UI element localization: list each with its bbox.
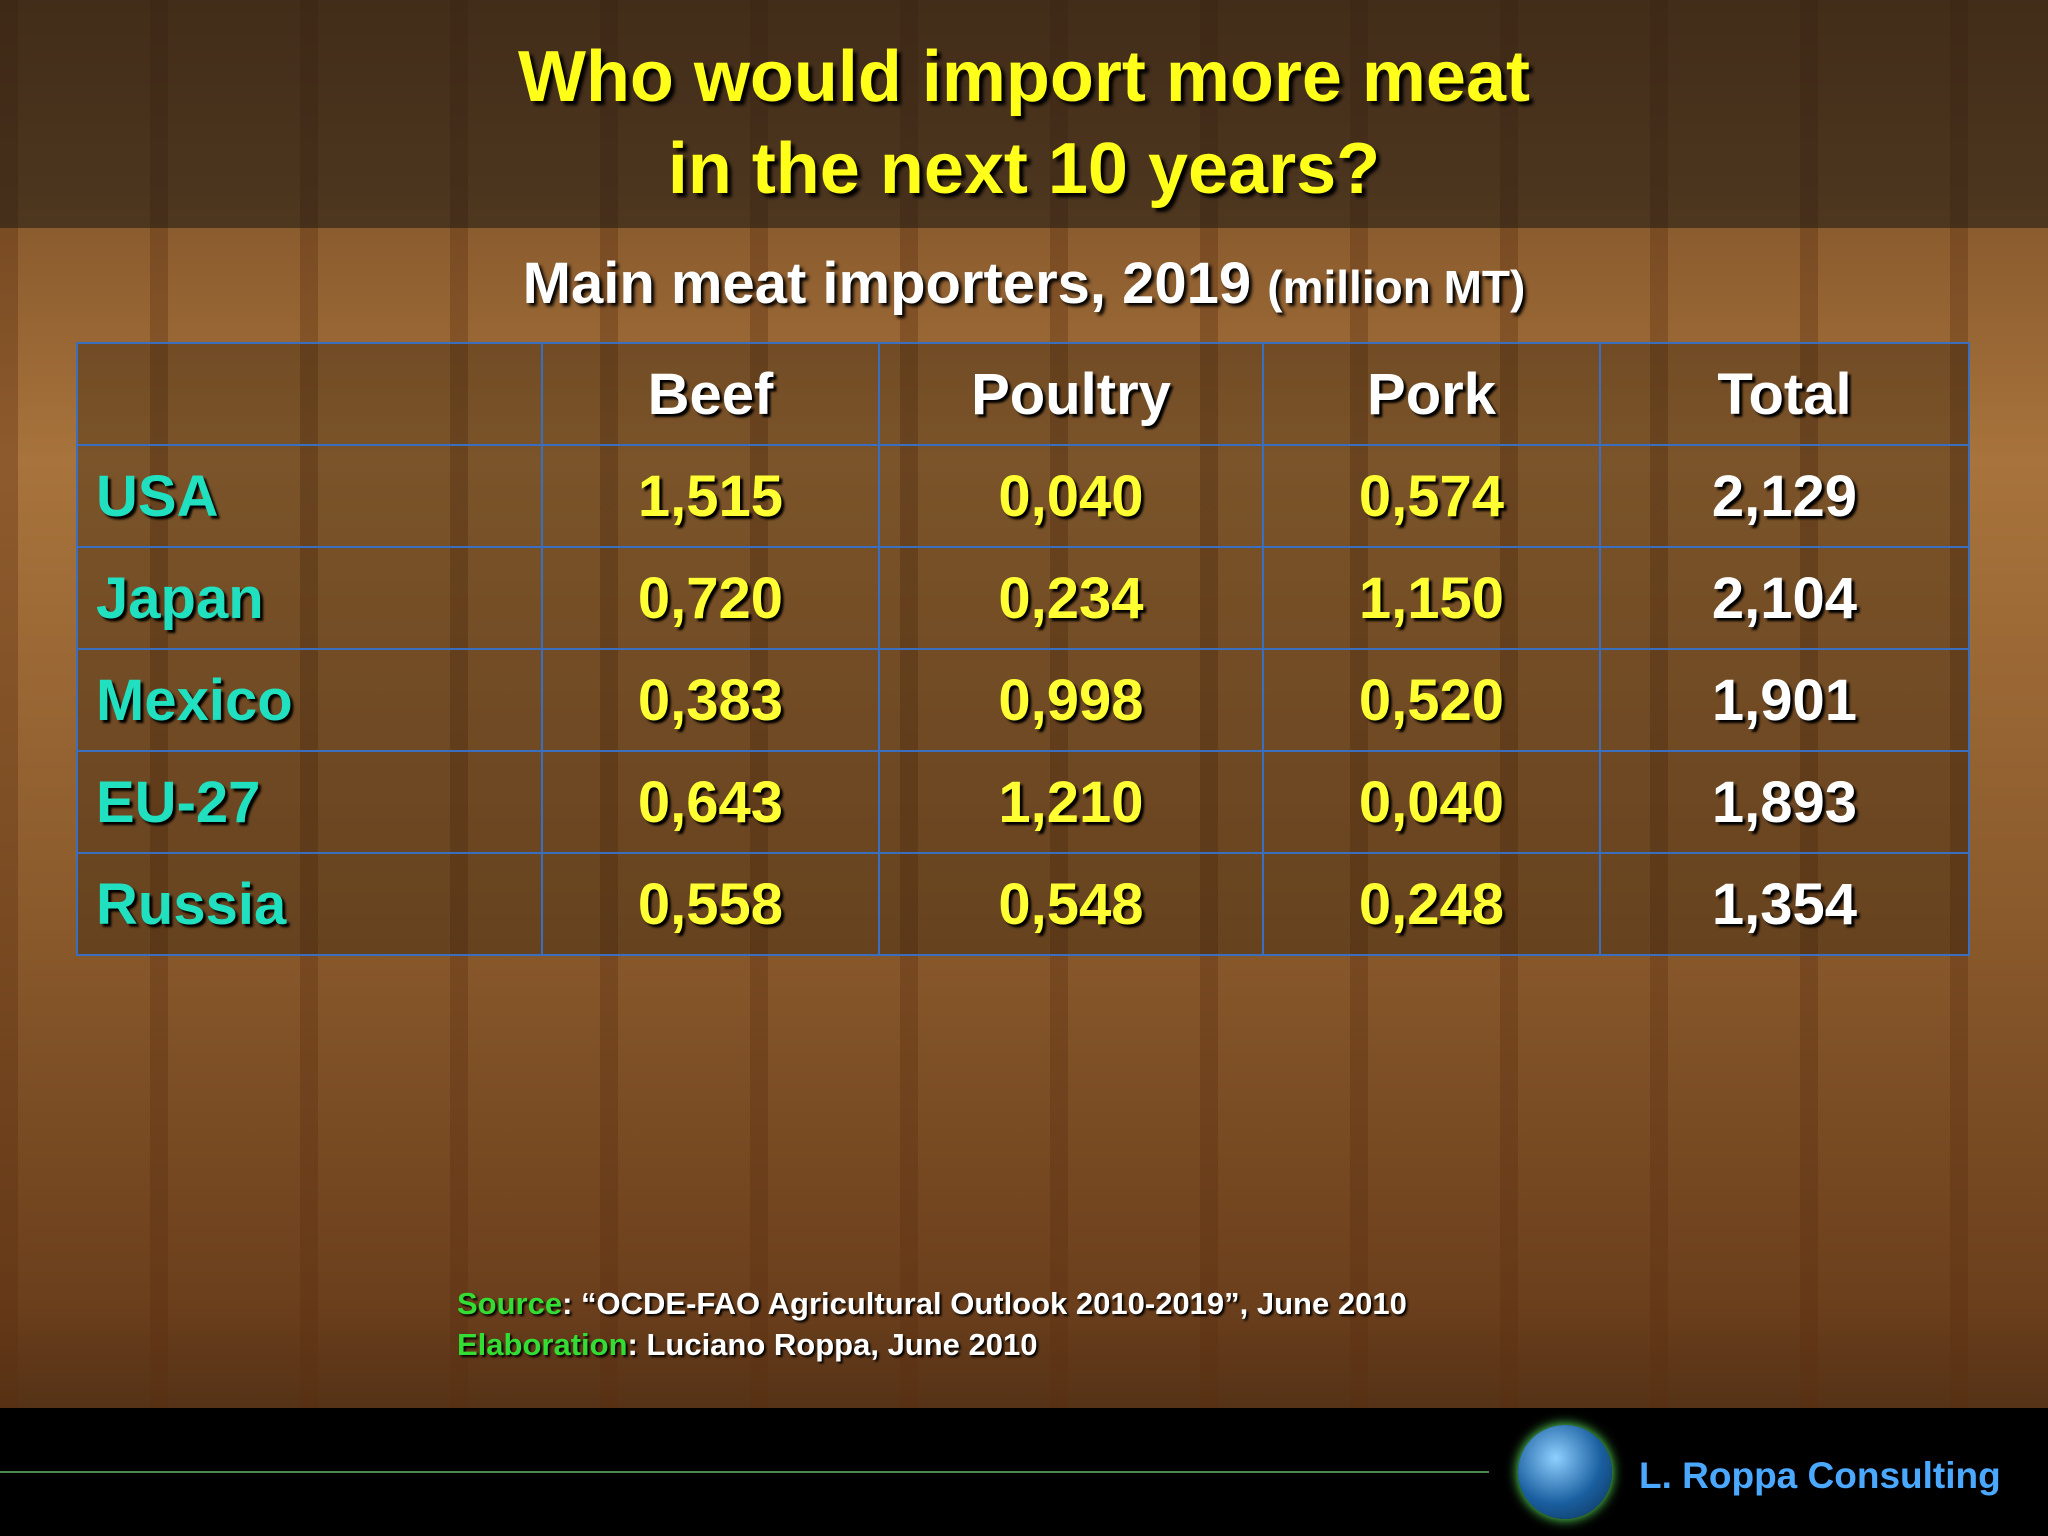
value-cell: 0,040 [878,444,1264,548]
value-cell: 0,643 [541,750,880,854]
total-cell: 1,893 [1599,750,1970,854]
source: Source: “OCDE-FAO Agricultural Outlook 2… [457,1286,1407,1322]
column-header: Total [1599,342,1970,446]
source-label: Source [457,1286,563,1321]
row-label: Japan [76,546,543,650]
value-cell: 0,040 [1262,750,1601,854]
logo-globe [1518,1425,1612,1519]
total-cell: 2,129 [1599,444,1970,548]
elaboration-text: : Luciano Roppa, June 2010 [627,1327,1038,1362]
value-cell: 0,234 [878,546,1264,650]
value-cell: 0,998 [878,648,1264,752]
table-row: USA 1,515 0,040 0,574 2,129 [76,444,1970,548]
row-label: EU-27 [76,750,543,854]
value-cell: 0,520 [1262,648,1601,752]
title-band [0,0,2048,228]
total-cell: 2,104 [1599,546,1970,650]
title-line: in the next 10 years? [667,129,1381,209]
table-row: EU-27 0,643 1,210 0,040 1,893 [76,750,1970,854]
value-cell: 1,210 [878,750,1264,854]
source-text: : “OCDE-FAO Agricultural Outlook 2010-20… [562,1286,1407,1321]
value-cell: 0,548 [878,852,1264,956]
table-row: Russia 0,558 0,548 0,248 1,354 [76,852,1970,956]
value-cell: 0,383 [541,648,880,752]
column-header: Beef [541,342,880,446]
value-cell: 1,515 [541,444,880,548]
row-label: Mexico [76,648,543,752]
subtitle: Main meat importers, 2019 (million MT) [0,250,2048,317]
table-row: Japan 0,720 0,234 1,150 2,104 [76,546,1970,650]
elaboration: Elaboration: Luciano Roppa, June 2010 [457,1327,1038,1363]
column-header: Poultry [878,342,1264,446]
value-cell: 0,558 [541,852,880,956]
table-row: Mexico 0,383 0,998 0,520 1,901 [76,648,1970,752]
subtitle-unit: (million MT) [1267,261,1526,313]
data-table: Beef Poultry Pork Total USA 1,515 0,040 0,574 2,… [76,342,1970,956]
total-cell: 1,354 [1599,852,1970,956]
corner-cell [76,342,543,446]
brand: L. Roppa Consulting [1639,1455,2001,1496]
value-cell: 0,720 [541,546,880,650]
value-cell: 0,248 [1262,852,1601,956]
column-header: Pork [1262,342,1601,446]
footer-line [0,1471,1489,1473]
title-line: Who would import more meat [517,37,1530,117]
header-row: Beef Poultry Pork Total [76,342,1970,446]
row-label: USA [76,444,543,548]
value-cell: 0,574 [1262,444,1601,548]
elaboration-label: Elaboration [457,1327,628,1362]
value-cell: 1,150 [1262,546,1601,650]
subtitle-main: Main meat importers, 2019 [522,251,1252,316]
total-cell: 1,901 [1599,648,1970,752]
row-label: Russia [76,852,543,956]
